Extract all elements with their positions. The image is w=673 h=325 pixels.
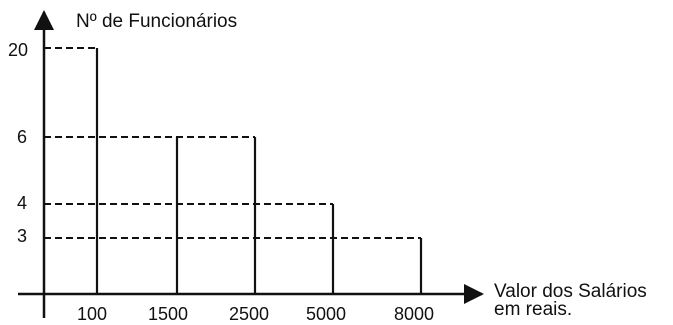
y-tick-label: 20 <box>8 40 28 60</box>
x-tick-label: 5000 <box>306 304 346 324</box>
x-tick-label: 8000 <box>394 304 434 324</box>
x-tick-label: 100 <box>77 304 107 324</box>
x-tick-label: 2500 <box>229 304 269 324</box>
y-tick-label: 4 <box>17 193 27 213</box>
x-axis-title-line2: em reais. <box>494 299 572 320</box>
bar-group <box>44 47 423 294</box>
x-axis-title-line1: Valor dos Salários <box>494 281 647 302</box>
y-axis-title: Nº de Funcionários <box>76 11 237 32</box>
y-tick-label: 3 <box>17 226 27 246</box>
x-tick-label: 1500 <box>148 304 188 324</box>
y-tick-label: 6 <box>17 127 27 147</box>
